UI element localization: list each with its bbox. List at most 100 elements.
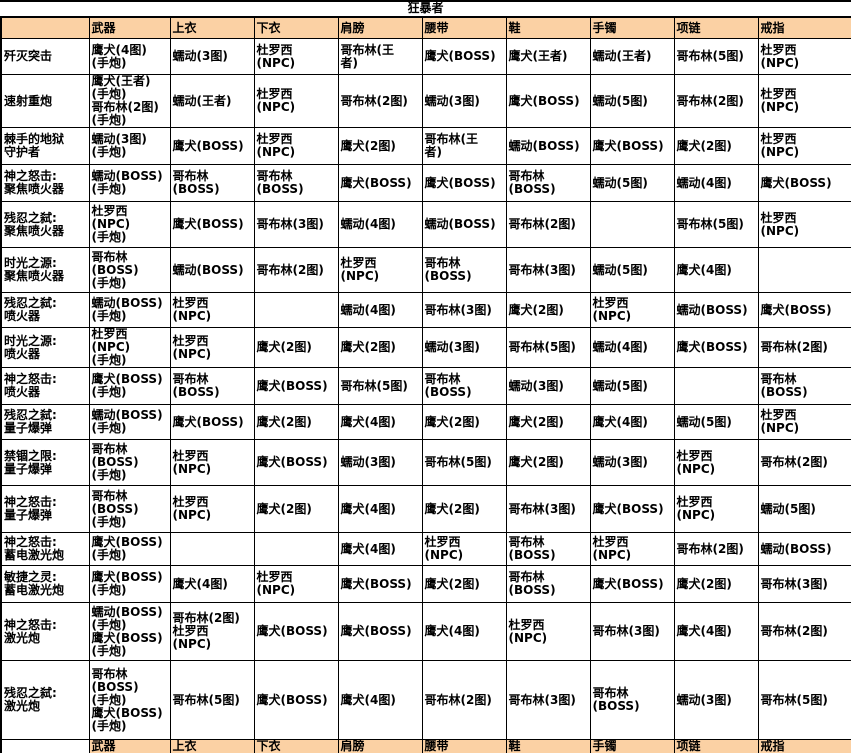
row-name-cell[interactable]: 时光之源: 聚焦喷火器 (0, 247, 90, 293)
equipment-cell[interactable]: 鹰犬(BOSS) (手炮) (88, 367, 171, 405)
equipment-cell[interactable]: 蠕动(王者) (169, 74, 255, 128)
column-header-bracelet[interactable]: 手镯 (589, 16, 675, 39)
equipment-cell[interactable]: 蠕动(3图) (手炮) (88, 127, 171, 165)
equipment-cell[interactable]: 蠕动(4图) (589, 327, 675, 368)
equipment-cell[interactable]: 蠕动(5图) (673, 404, 759, 440)
equipment-cell[interactable]: 鹰犬(2图) (505, 439, 591, 486)
equipment-cell[interactable]: 哥布林(2图) (337, 74, 423, 128)
row-name-cell[interactable]: 残忍之弑: 喷火器 (0, 292, 90, 328)
equipment-cell[interactable]: 哥布林 (BOSS) (589, 660, 675, 740)
equipment-cell[interactable]: 杜罗西 (NPC) (169, 439, 255, 486)
equipment-cell[interactable]: 哥布林(3图) (253, 201, 339, 248)
equipment-cell[interactable]: 杜罗西 (NPC) (757, 127, 851, 165)
row-name-cell[interactable]: 神之怒击: 聚焦喷火器 (0, 164, 90, 202)
equipment-cell[interactable]: 蠕动(4图) (337, 292, 423, 328)
equipment-cell[interactable]: 杜罗西 (NPC) (421, 532, 507, 566)
equipment-cell[interactable]: 蠕动(BOSS) (673, 292, 759, 328)
equipment-cell[interactable]: 哥布林(2图) (673, 74, 759, 128)
equipment-cell[interactable]: 鹰犬(2图) (421, 404, 507, 440)
equipment-cell[interactable] (589, 201, 675, 248)
equipment-cell[interactable]: 蠕动(5图) (589, 74, 675, 128)
column-header-weapon[interactable]: 武器 (88, 16, 171, 39)
equipment-cell[interactable]: 哥布林 (BOSS) (505, 164, 591, 202)
equipment-cell[interactable]: 杜罗西 (NPC) (673, 439, 759, 486)
equipment-cell[interactable]: 鹰犬(BOSS) (253, 367, 339, 405)
equipment-cell[interactable]: 哥布林(3图) (589, 602, 675, 661)
row-name-cell[interactable]: 神之怒击: 激光炮 (0, 602, 90, 661)
equipment-cell[interactable]: 杜罗西 (NPC) (757, 404, 851, 440)
equipment-cell[interactable]: 哥布林 (BOSS) (757, 367, 851, 405)
equipment-cell[interactable]: 蠕动(BOSS) (505, 127, 591, 165)
equipment-cell[interactable]: 杜罗西 (NPC) (757, 74, 851, 128)
footer-header-shoulder[interactable]: 肩膀 (337, 739, 423, 753)
equipment-cell[interactable]: 鹰犬(4图) (337, 660, 423, 740)
equipment-cell[interactable]: 蠕动(5图) (589, 247, 675, 293)
equipment-cell[interactable]: 哥布林 (BOSS) (505, 532, 591, 566)
equipment-cell[interactable]: 哥布林(3图) (505, 247, 591, 293)
equipment-cell[interactable]: 杜罗西 (NPC) (337, 247, 423, 293)
column-header-shoes[interactable]: 鞋 (505, 16, 591, 39)
equipment-cell[interactable]: 哥布林(5图) (337, 367, 423, 405)
equipment-cell[interactable]: 鹰犬(BOSS) (757, 164, 851, 202)
equipment-cell[interactable]: 鹰犬(BOSS) (169, 404, 255, 440)
equipment-cell[interactable]: 鹰犬(BOSS) (169, 201, 255, 248)
equipment-cell[interactable]: 鹰犬(BOSS) (253, 602, 339, 661)
equipment-cell[interactable]: 哥布林 (BOSS) (169, 367, 255, 405)
equipment-cell[interactable] (253, 292, 339, 328)
equipment-cell[interactable]: 鹰犬(BOSS) (手炮) (88, 565, 171, 603)
equipment-cell[interactable]: 鹰犬(BOSS) (421, 164, 507, 202)
equipment-cell[interactable]: 蠕动(BOSS) (757, 532, 851, 566)
equipment-cell[interactable] (673, 367, 759, 405)
equipment-cell[interactable]: 鹰犬(BOSS) (589, 127, 675, 165)
equipment-cell[interactable]: 杜罗西 (NPC) (757, 38, 851, 75)
equipment-cell[interactable]: 蠕动(3图) (589, 439, 675, 486)
column-header-ring[interactable]: 戒指 (757, 16, 851, 39)
equipment-cell[interactable]: 蠕动(BOSS) (手炮) (88, 164, 171, 202)
equipment-cell[interactable]: 蠕动(5图) (589, 367, 675, 405)
equipment-cell[interactable]: 鹰犬(BOSS) (421, 38, 507, 75)
equipment-cell[interactable]: 鹰犬(4图) (337, 485, 423, 533)
equipment-cell[interactable]: 哥布林(2图) (673, 532, 759, 566)
equipment-cell[interactable]: 杜罗西 (NPC) (手炮) (88, 327, 171, 368)
equipment-cell[interactable]: 鹰犬(4图) (337, 532, 423, 566)
row-name-cell[interactable]: 时光之源: 喷火器 (0, 327, 90, 368)
equipment-cell[interactable]: 鹰犬(BOSS) (505, 74, 591, 128)
footer-header-weapon[interactable]: 武器 (88, 739, 171, 753)
footer-header-ring[interactable]: 戒指 (757, 739, 851, 753)
equipment-cell[interactable]: 鹰犬(BOSS) (337, 164, 423, 202)
equipment-cell[interactable]: 鹰犬(4图) (169, 565, 255, 603)
equipment-cell[interactable]: 杜罗西 (NPC) (757, 201, 851, 248)
footer-header-shoes[interactable]: 鞋 (505, 739, 591, 753)
equipment-cell[interactable]: 蠕动(5图) (589, 164, 675, 202)
equipment-cell[interactable]: 哥布林(2图) (757, 602, 851, 661)
equipment-cell[interactable]: 鹰犬(2图) (337, 327, 423, 368)
equipment-cell[interactable]: 哥布林 (BOSS) (253, 164, 339, 202)
equipment-cell[interactable]: 鹰犬(2图) (673, 127, 759, 165)
equipment-cell[interactable]: 蠕动(BOSS) (手炮) (88, 292, 171, 328)
equipment-cell[interactable]: 鹰犬(2图) (253, 485, 339, 533)
equipment-cell[interactable]: 鹰犬(4图) (589, 404, 675, 440)
equipment-cell[interactable]: 鹰犬(BOSS) (757, 292, 851, 328)
footer-header-belt[interactable]: 腰带 (421, 739, 507, 753)
equipment-cell[interactable]: 鹰犬(2图) (253, 404, 339, 440)
row-name-cell[interactable]: 敏捷之灵: 蓄电激光炮 (0, 565, 90, 603)
equipment-cell[interactable]: 哥布林 (BOSS) (手炮) (88, 439, 171, 486)
equipment-cell[interactable]: 哥布林(3图) (505, 660, 591, 740)
equipment-cell[interactable]: 哥布林(2图) (421, 660, 507, 740)
row-name-cell[interactable]: 棘手的地狱 守护者 (0, 127, 90, 165)
equipment-cell[interactable]: 哥布林(5图) (421, 439, 507, 486)
equipment-cell[interactable]: 哥布林(5图) (673, 201, 759, 248)
equipment-cell[interactable]: 杜罗西 (NPC) (253, 38, 339, 75)
equipment-cell[interactable]: 杜罗西 (NPC) (169, 485, 255, 533)
equipment-cell[interactable]: 蠕动(王者) (589, 38, 675, 75)
equipment-cell[interactable]: 鹰犬(4图) (673, 602, 759, 661)
equipment-cell[interactable] (169, 532, 255, 566)
equipment-cell[interactable]: 杜罗西 (NPC) (589, 292, 675, 328)
equipment-cell[interactable]: 蠕动(3图) (337, 439, 423, 486)
equipment-cell[interactable]: 鹰犬(王者) (手炮) 哥布林(2图) (手炮) (88, 74, 171, 128)
equipment-cell[interactable]: 鹰犬(2图) (421, 485, 507, 533)
column-header-shoulder[interactable]: 肩膀 (337, 16, 423, 39)
equipment-cell[interactable]: 哥布林(5图) (505, 327, 591, 368)
row-name-cell[interactable]: 神之怒击: 量子爆弹 (0, 485, 90, 533)
equipment-cell[interactable]: 鹰犬(2图) (421, 565, 507, 603)
